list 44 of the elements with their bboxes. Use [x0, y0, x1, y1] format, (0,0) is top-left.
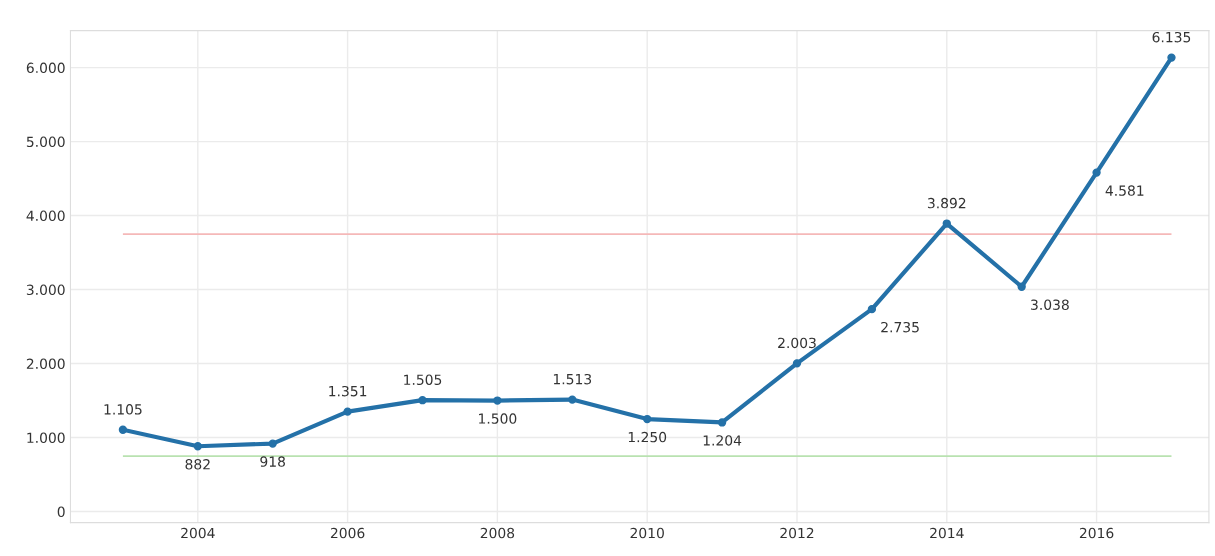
data-label: 1.351: [329, 385, 367, 397]
x-tick-label: 2008: [480, 527, 515, 539]
y-tick-label: 4.000: [26, 210, 65, 222]
point: [643, 414, 652, 424]
point: [193, 442, 202, 451]
x-tick-label: 2006: [330, 527, 365, 539]
point: [568, 395, 577, 404]
x-tick-label: 2010: [630, 527, 664, 539]
data-label: 6.135: [1152, 31, 1191, 43]
point: [493, 396, 502, 405]
data-label: 3.892: [927, 197, 966, 209]
data-label: 1.505: [404, 374, 442, 385]
data-label: 1.250: [628, 431, 667, 443]
data-label: 2.003: [778, 337, 816, 349]
y-tick-label: 0: [57, 506, 65, 518]
data-label: 4.581: [1105, 185, 1144, 196]
x-tick-label: 2014: [930, 527, 964, 539]
point: [418, 396, 427, 405]
data-label: 882: [185, 459, 210, 470]
data-label: 1.500: [479, 413, 517, 424]
data-label: 3.038: [1031, 299, 1069, 310]
point: [118, 425, 128, 434]
point: [1092, 168, 1101, 177]
y-tick-label: 2.000: [26, 358, 65, 370]
x-tick-label: 2016: [1079, 527, 1114, 539]
data-label: 1.513: [553, 373, 592, 385]
point: [1017, 282, 1026, 291]
x-tick-label: 2012: [780, 527, 814, 539]
point: [717, 418, 727, 427]
data-label: 918: [260, 456, 285, 467]
point: [343, 407, 352, 416]
data-label: 1.204: [703, 435, 742, 446]
point: [942, 219, 951, 228]
data-label: 2.735: [881, 321, 919, 333]
x-tick-label: 2004: [181, 527, 215, 539]
y-tick-label: 6.000: [26, 62, 65, 74]
data-label: 1.105: [104, 404, 142, 415]
point: [268, 439, 277, 448]
y-tick-label: 3.000: [26, 284, 65, 296]
point: [867, 304, 877, 314]
point: [1167, 53, 1176, 62]
y-tick-label: 1.000: [27, 432, 65, 444]
y-tick-label: 5.000: [26, 136, 65, 148]
point: [792, 359, 802, 368]
